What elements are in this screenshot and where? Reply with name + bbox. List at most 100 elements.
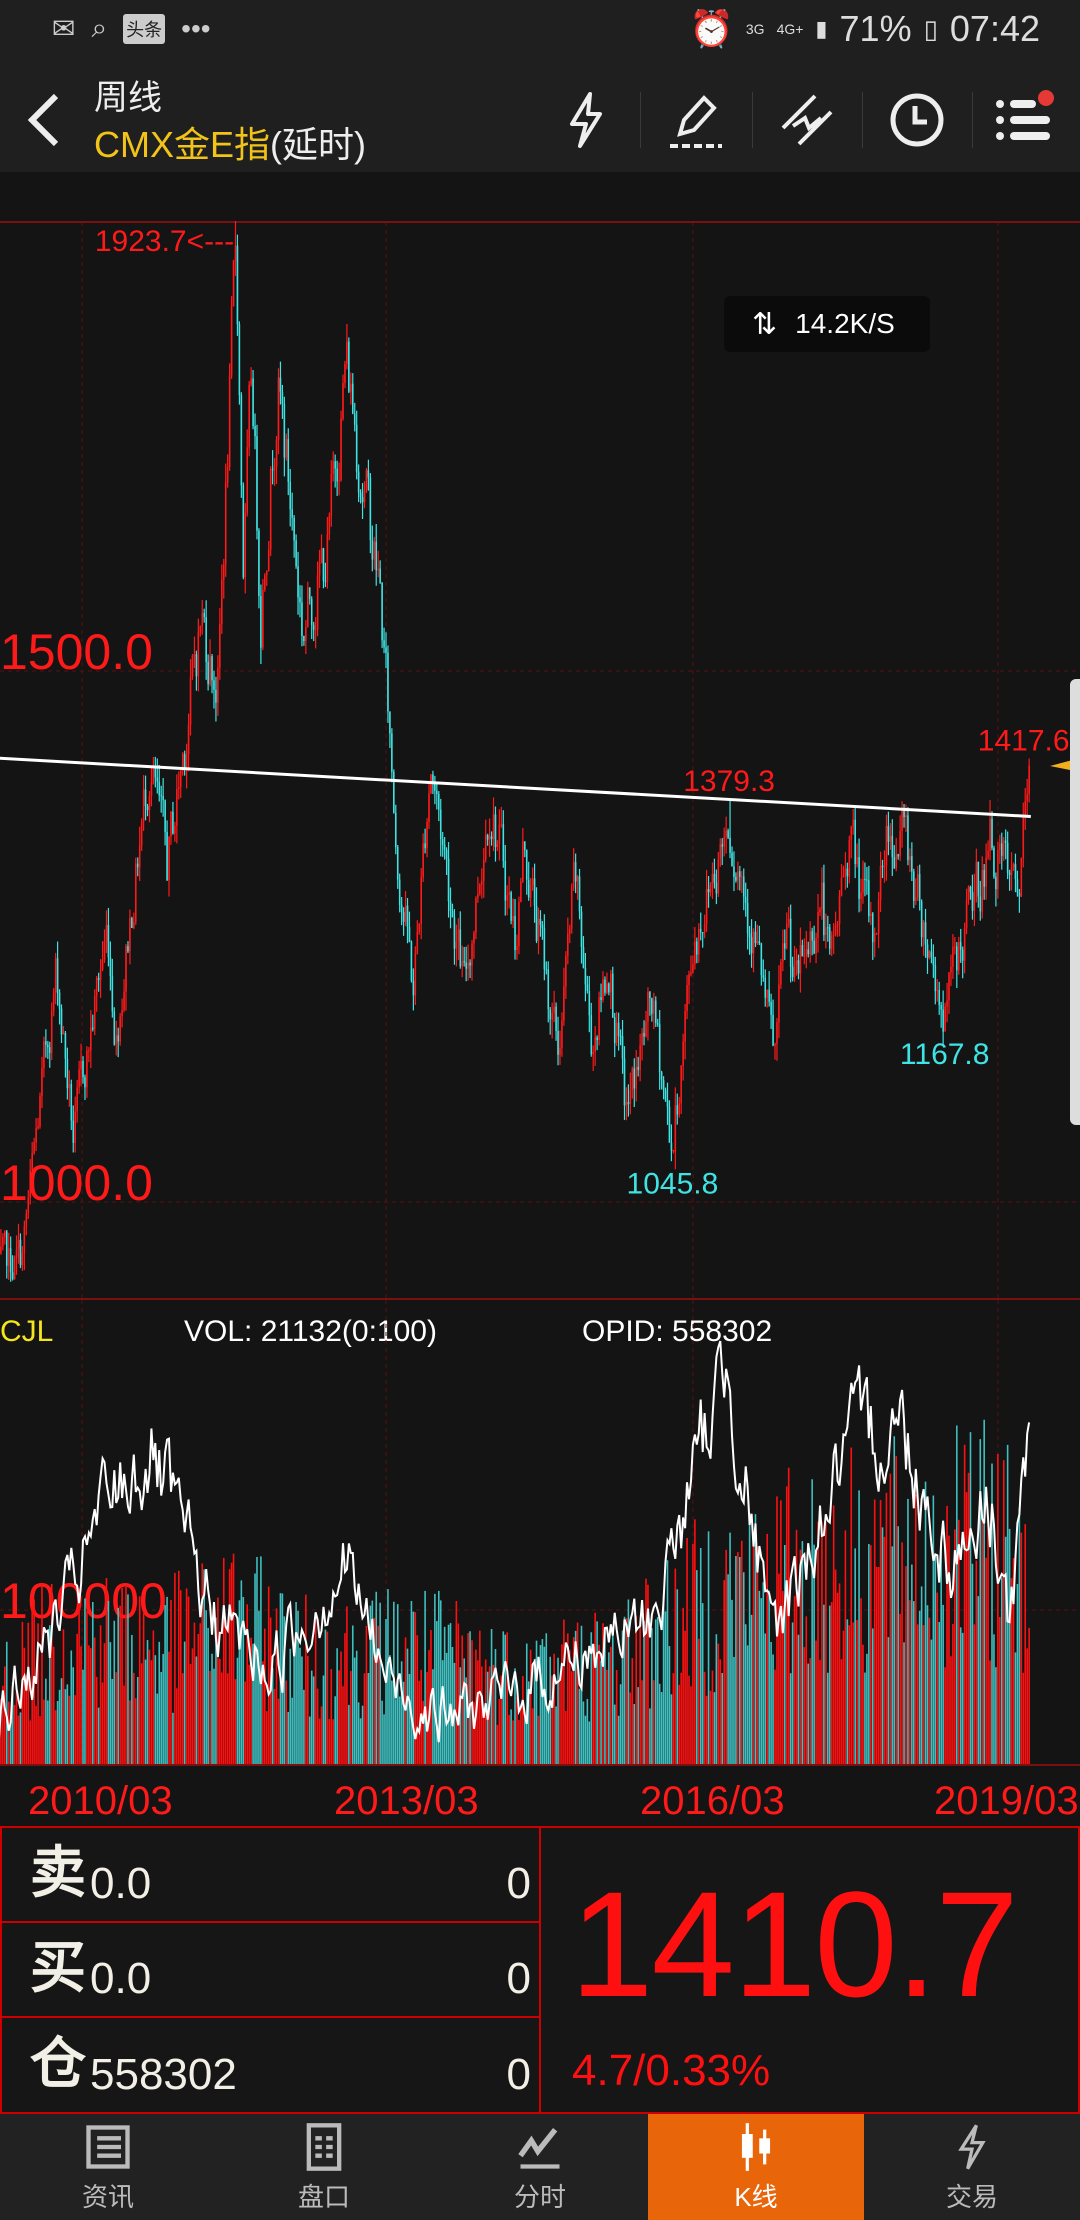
volume-title: CJL (0, 1315, 54, 1348)
candle-body (197, 632, 200, 677)
candle-body (437, 793, 440, 810)
candle-body (281, 391, 284, 404)
candle-body (50, 1010, 53, 1053)
candle-body (80, 1060, 82, 1070)
oi-label: 仓 (30, 2032, 86, 2095)
candle-body (721, 844, 724, 847)
candle-body (221, 579, 223, 625)
candle-body (181, 753, 184, 771)
candle-body (584, 967, 587, 985)
candle-body (275, 439, 278, 467)
candle-body (789, 918, 792, 967)
candle-body (136, 863, 139, 868)
candle-body (641, 1033, 643, 1045)
candle-body (201, 613, 204, 627)
candle-body (600, 997, 602, 1001)
candle-body (35, 1128, 37, 1143)
candle-body (594, 1037, 596, 1052)
clock-icon[interactable] (885, 88, 949, 152)
candle-body (490, 836, 493, 840)
candle-body (307, 587, 309, 628)
candle-body (447, 858, 450, 902)
candle-body (393, 771, 395, 813)
candle-body (795, 960, 798, 964)
orderbook-icon (306, 2122, 342, 2171)
nav-tab-4[interactable]: 交易 (864, 2114, 1080, 2220)
candle-body (844, 868, 847, 876)
candle-body (999, 843, 1001, 851)
candle-body (531, 878, 534, 885)
candle-body (928, 951, 931, 958)
candle-body (265, 570, 268, 576)
candle-body (156, 777, 159, 782)
candle-body (563, 986, 565, 1021)
candle-body (545, 969, 548, 971)
nav-tab-3[interactable]: K线 (648, 2114, 864, 2220)
candle-body (742, 876, 745, 897)
lightning-icon[interactable] (554, 88, 618, 152)
x-tick-label: 2010/03 (28, 1779, 173, 1823)
candle-body (580, 911, 583, 948)
price-chart[interactable]: 1500.0 1000.0 1923.7<--- 1379.3 1045.8 1167.8… (0, 172, 1080, 1300)
candle-body (47, 1044, 49, 1048)
candle-body (631, 1068, 634, 1091)
candle-body (477, 893, 479, 899)
candle-body (396, 846, 399, 880)
status-left: ✉ ⌕ 头条 ••• (52, 12, 211, 45)
candle-body (379, 568, 381, 583)
candle-body (473, 932, 475, 944)
candle-body (733, 866, 735, 877)
candle-body (801, 944, 804, 957)
symbol-name: CMX金E指 (94, 124, 271, 165)
candle-body (772, 1014, 774, 1046)
candle-body (725, 830, 727, 837)
candle-body (258, 530, 260, 597)
candle-body (520, 881, 522, 903)
candle-body (326, 534, 329, 582)
candle-body (256, 436, 258, 531)
candle-body (918, 873, 921, 902)
candle-body (656, 1023, 659, 1025)
candle-body (508, 892, 510, 896)
candle-body (889, 835, 892, 842)
candle-body (295, 540, 297, 567)
candle-body (621, 1036, 624, 1059)
volume-chart[interactable]: 100000 2010/03 2013/03 2016/03 2019/03 (0, 1300, 1080, 1840)
nav-tab-label: 资讯 (81, 2181, 134, 2212)
candle-body (310, 599, 313, 625)
nav-tab-0[interactable]: 资讯 (0, 2114, 216, 2220)
candle-body (608, 983, 610, 993)
candle-body (494, 814, 497, 848)
candle-body (537, 918, 540, 941)
nav-tab-2[interactable]: 分时 (432, 2114, 648, 2220)
candle-body (207, 661, 209, 685)
candle-body (328, 516, 331, 535)
candle-body (766, 989, 768, 998)
candle-body (678, 1103, 681, 1115)
candle-body (119, 1016, 121, 1042)
draw-pencil-icon[interactable] (664, 88, 728, 152)
opid-value: OPID: 558302 (582, 1315, 773, 1348)
candle-body (957, 942, 960, 971)
back-icon[interactable] (22, 90, 66, 150)
candle-body (391, 733, 393, 772)
candle-body (172, 811, 174, 834)
bottom-nav: 资讯 盘口 分时 K线 交易 (0, 2114, 1080, 2220)
candle-body (991, 818, 993, 848)
candle-body (623, 1058, 626, 1106)
candle-body (475, 898, 477, 933)
menu-list-icon[interactable] (992, 88, 1056, 152)
candle-body (78, 1069, 80, 1088)
candle-body (905, 815, 907, 818)
scrollbar[interactable] (1070, 679, 1080, 1125)
candle-body (387, 652, 389, 712)
candle-body (582, 947, 585, 968)
candle-body (871, 913, 874, 943)
candle-body (701, 932, 704, 934)
candle-body (977, 861, 980, 897)
candle-body (860, 892, 862, 899)
candle-body (318, 563, 321, 576)
candle-body (469, 962, 471, 966)
trendline-icon[interactable] (775, 88, 839, 152)
nav-tab-1[interactable]: 盘口 (216, 2114, 432, 2220)
